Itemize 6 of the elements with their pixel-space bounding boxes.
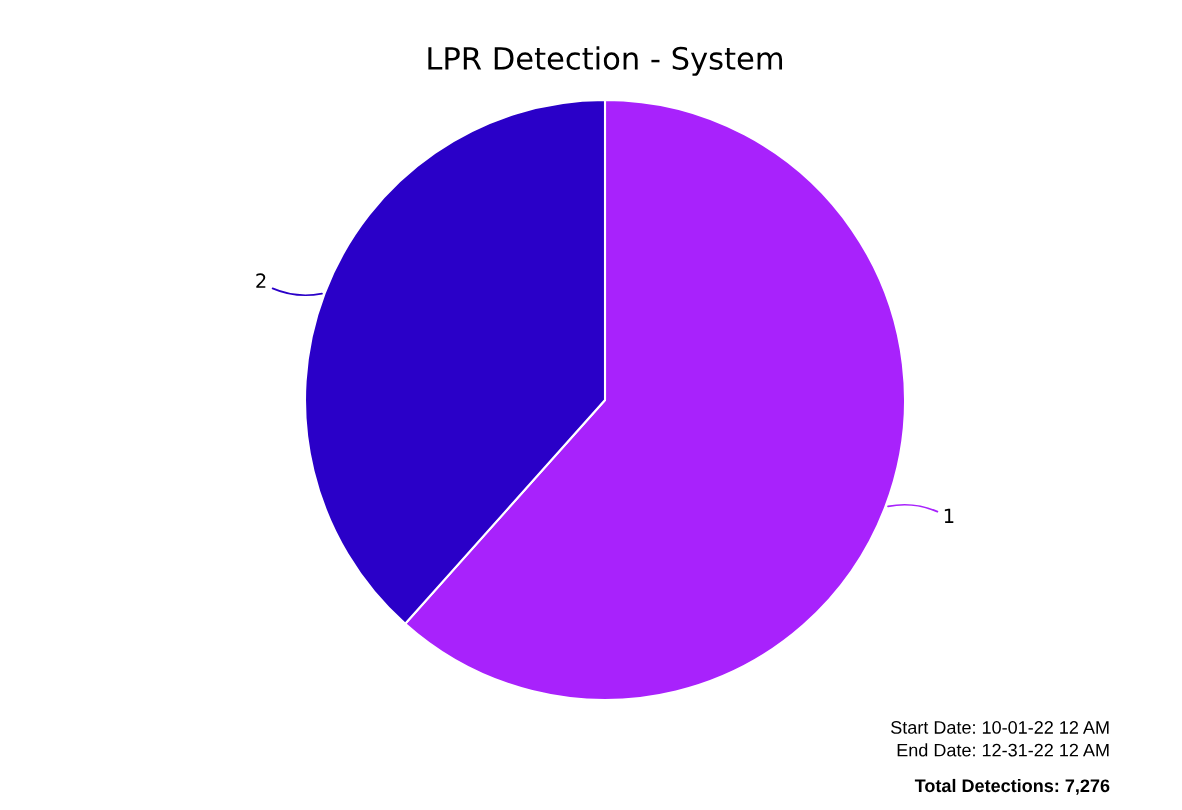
slice-label: 1 [944, 508, 954, 523]
slice-label: 2 [256, 273, 266, 288]
chart-title: LPR Detection - System [428, 46, 783, 76]
text: Total Detections: 7,276 [914, 778, 1110, 795]
text: Start Date: 10-01-22 12 AM [891, 721, 1109, 734]
text: End Date: 12-31-22 12 AM [897, 743, 1109, 757]
